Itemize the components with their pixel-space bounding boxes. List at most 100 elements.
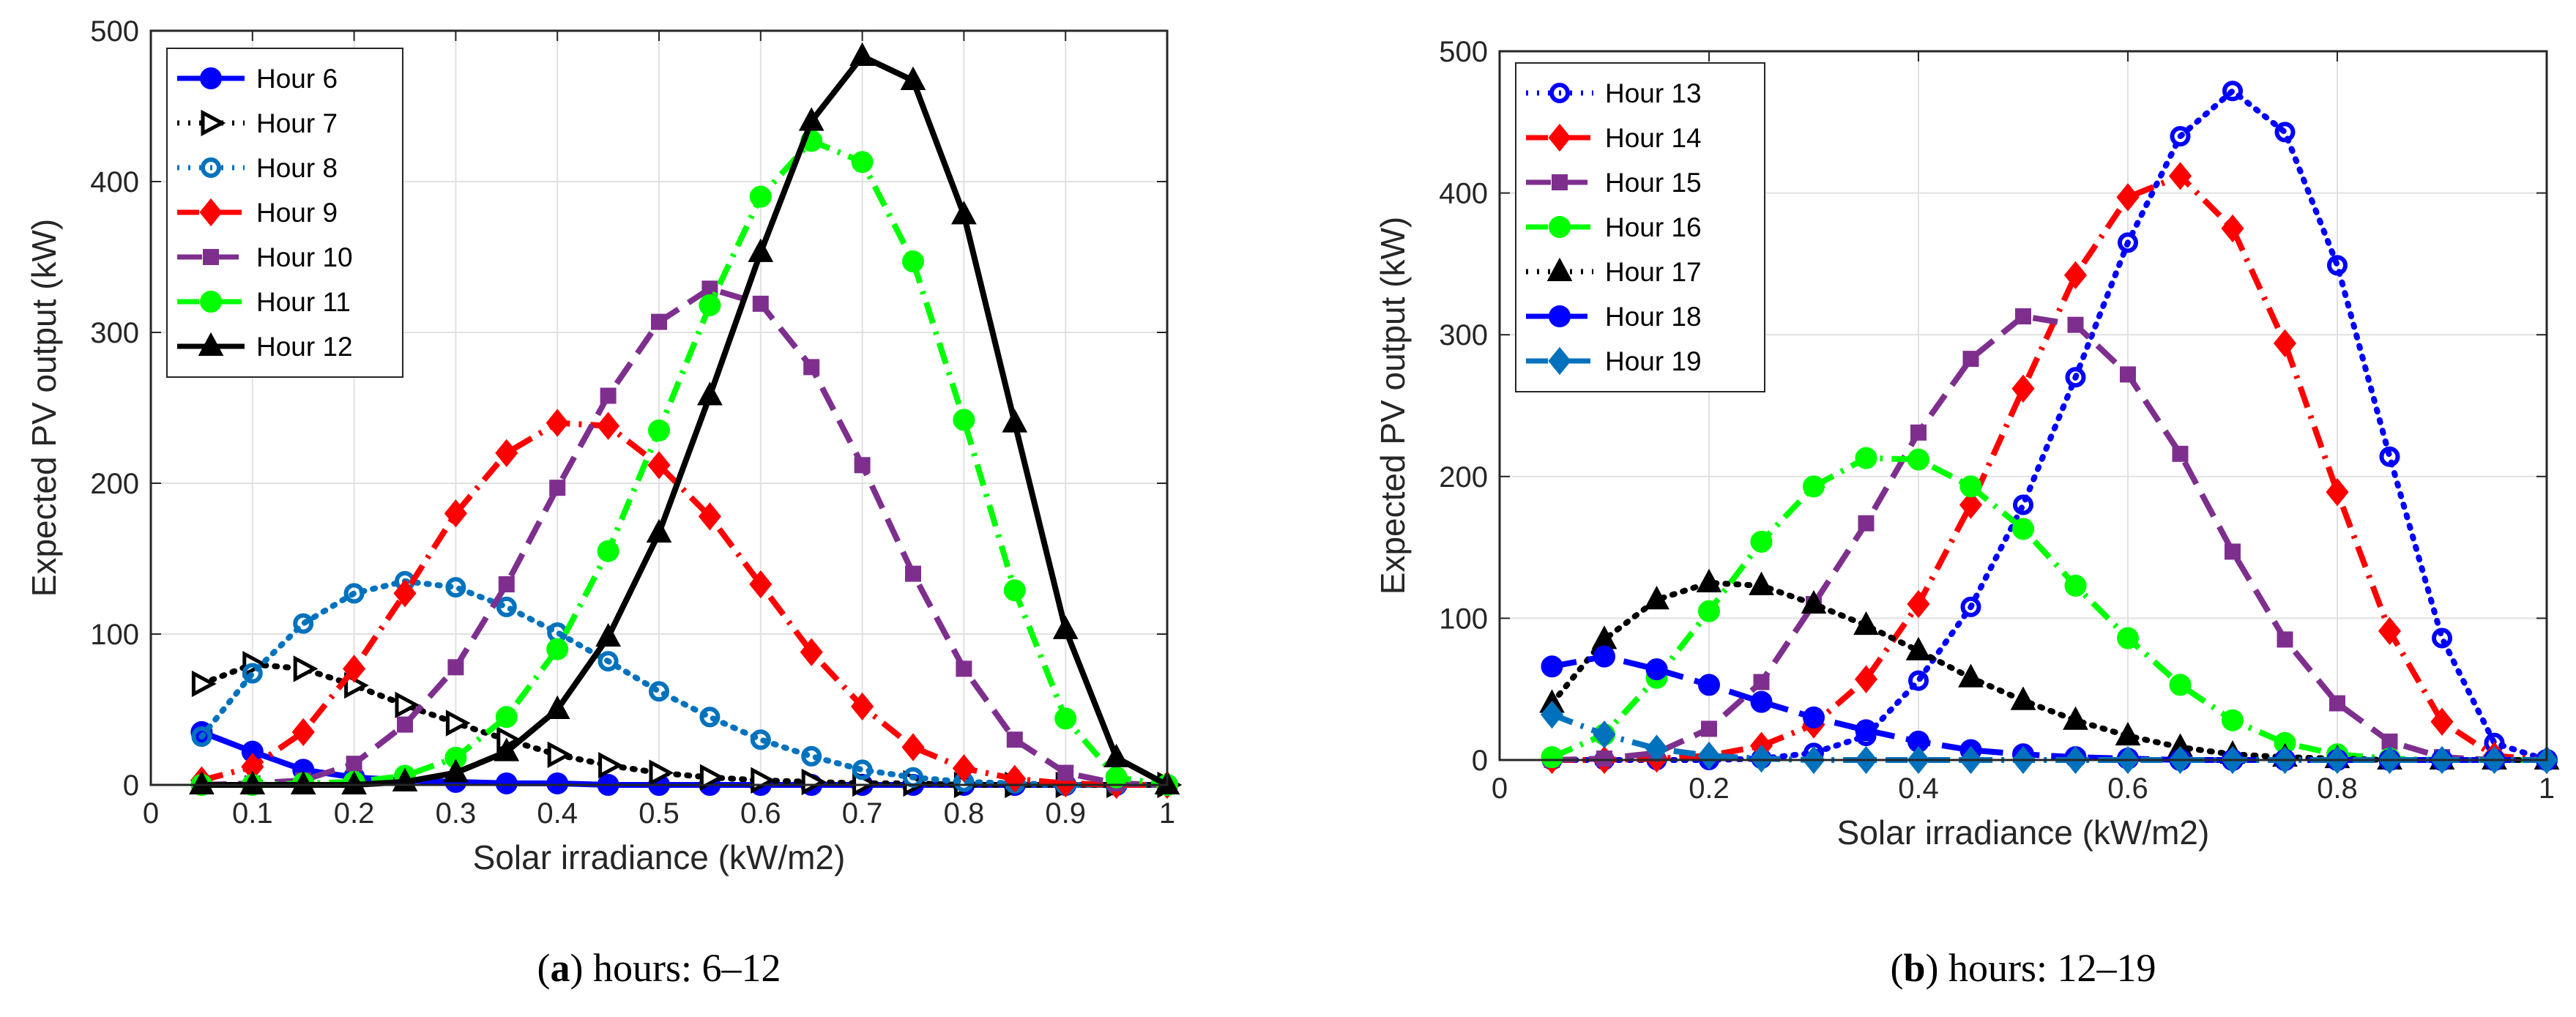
data-point bbox=[2329, 695, 2345, 712]
data-point bbox=[445, 577, 466, 598]
panel-caption: (a) hours: 6–12 bbox=[537, 946, 781, 990]
data-point bbox=[1698, 674, 1720, 696]
data-point bbox=[647, 451, 671, 480]
y-tick-label: 100 bbox=[90, 619, 139, 651]
data-point bbox=[1803, 706, 1825, 729]
data-point bbox=[1057, 764, 1074, 781]
data-point bbox=[1052, 615, 1079, 639]
data-point bbox=[1854, 665, 1878, 693]
data-point bbox=[343, 655, 366, 683]
data-point bbox=[1698, 600, 1720, 622]
data-point bbox=[1645, 658, 1668, 681]
data-point bbox=[2222, 709, 2244, 731]
data-point bbox=[854, 457, 871, 474]
data-point bbox=[191, 726, 212, 748]
data-point bbox=[495, 706, 518, 729]
data-point bbox=[1907, 448, 1929, 471]
data-point bbox=[498, 576, 515, 593]
data-point bbox=[293, 655, 319, 682]
data-point bbox=[2015, 308, 2031, 325]
data-point bbox=[444, 499, 467, 528]
data-point bbox=[496, 596, 517, 617]
data-point bbox=[293, 613, 314, 634]
series-hour-9 bbox=[190, 409, 1179, 800]
legend-label: Hour 9 bbox=[256, 198, 338, 228]
panel-caption: (b) hours: 12–19 bbox=[1890, 946, 2156, 990]
legend-label: Hour 19 bbox=[1605, 346, 1702, 376]
y-axis-label: Expected PV output (kW) bbox=[25, 219, 63, 597]
legend-label: Hour 17 bbox=[1605, 257, 1702, 287]
data-point bbox=[443, 759, 469, 783]
data-point bbox=[2170, 126, 2191, 147]
y-tick-label: 0 bbox=[1472, 745, 1488, 777]
data-point bbox=[2120, 366, 2136, 383]
data-point bbox=[749, 570, 773, 599]
data-point bbox=[1910, 424, 1927, 441]
y-tick-label: 100 bbox=[1439, 603, 1488, 635]
y-axis-label: Expected PV output (kW) bbox=[1374, 217, 1412, 595]
data-point bbox=[494, 737, 520, 761]
data-point bbox=[495, 772, 518, 794]
legend-label: Hour 6 bbox=[256, 64, 338, 94]
data-point bbox=[1959, 475, 1982, 498]
data-point bbox=[1054, 707, 1077, 730]
data-point bbox=[395, 691, 420, 719]
data-point bbox=[544, 695, 570, 719]
legend-swatch-marker bbox=[1548, 123, 1571, 152]
data-point bbox=[956, 660, 972, 677]
data-point bbox=[1962, 351, 1979, 368]
data-point bbox=[801, 768, 827, 796]
data-point bbox=[1701, 720, 1717, 737]
data-point bbox=[953, 409, 975, 431]
data-point bbox=[798, 107, 824, 131]
x-tick-label: 0 bbox=[143, 797, 159, 830]
x-tick-label: 1 bbox=[2539, 772, 2555, 805]
data-point bbox=[1803, 475, 1825, 498]
x-tick-label: 0.6 bbox=[2107, 772, 2148, 805]
data-point bbox=[2011, 374, 2035, 403]
data-point bbox=[648, 419, 670, 442]
caption-text: hours: 6–12 bbox=[583, 946, 781, 990]
data-point bbox=[2274, 122, 2296, 143]
data-point bbox=[597, 411, 620, 440]
y-tick-label: 400 bbox=[1439, 178, 1488, 210]
data-point bbox=[1959, 491, 1983, 519]
data-point bbox=[239, 770, 266, 794]
legend-swatch-marker bbox=[1546, 257, 1573, 281]
data-point bbox=[2013, 494, 2033, 515]
x-tick-label: 0.7 bbox=[842, 797, 883, 830]
data-point bbox=[803, 359, 820, 376]
data-point bbox=[952, 754, 975, 783]
data-point bbox=[2063, 706, 2088, 730]
x-tick-label: 0.1 bbox=[232, 797, 273, 830]
data-point bbox=[495, 439, 518, 467]
data-point bbox=[1697, 742, 1721, 770]
data-point bbox=[1593, 720, 1616, 749]
y-tick-label: 300 bbox=[1439, 319, 1488, 351]
data-point bbox=[698, 502, 721, 531]
data-point bbox=[1853, 611, 1879, 636]
legend-label: Hour 16 bbox=[1605, 212, 1702, 242]
x-tick-label: 0.4 bbox=[537, 797, 578, 830]
data-point bbox=[2118, 232, 2138, 253]
data-point bbox=[851, 692, 874, 721]
legend-label: Hour 13 bbox=[1605, 78, 1702, 108]
caption-letter: b bbox=[1903, 946, 1925, 990]
data-point bbox=[2432, 627, 2452, 649]
data-point bbox=[749, 185, 772, 208]
data-point bbox=[2064, 574, 2087, 597]
series-line bbox=[1549, 580, 2550, 763]
data-point bbox=[546, 772, 569, 794]
data-point bbox=[1696, 568, 1722, 592]
data-point bbox=[851, 151, 874, 174]
caption-paren: ( bbox=[1890, 946, 1903, 990]
data-point bbox=[2326, 477, 2349, 507]
caption-paren: ) bbox=[570, 946, 584, 990]
y-tick-label: 0 bbox=[123, 770, 139, 802]
data-point bbox=[598, 752, 623, 779]
data-point bbox=[2327, 255, 2348, 276]
data-point bbox=[2065, 367, 2086, 388]
data-point bbox=[1908, 670, 1929, 691]
data-point bbox=[1960, 596, 1981, 617]
data-point bbox=[189, 770, 215, 794]
